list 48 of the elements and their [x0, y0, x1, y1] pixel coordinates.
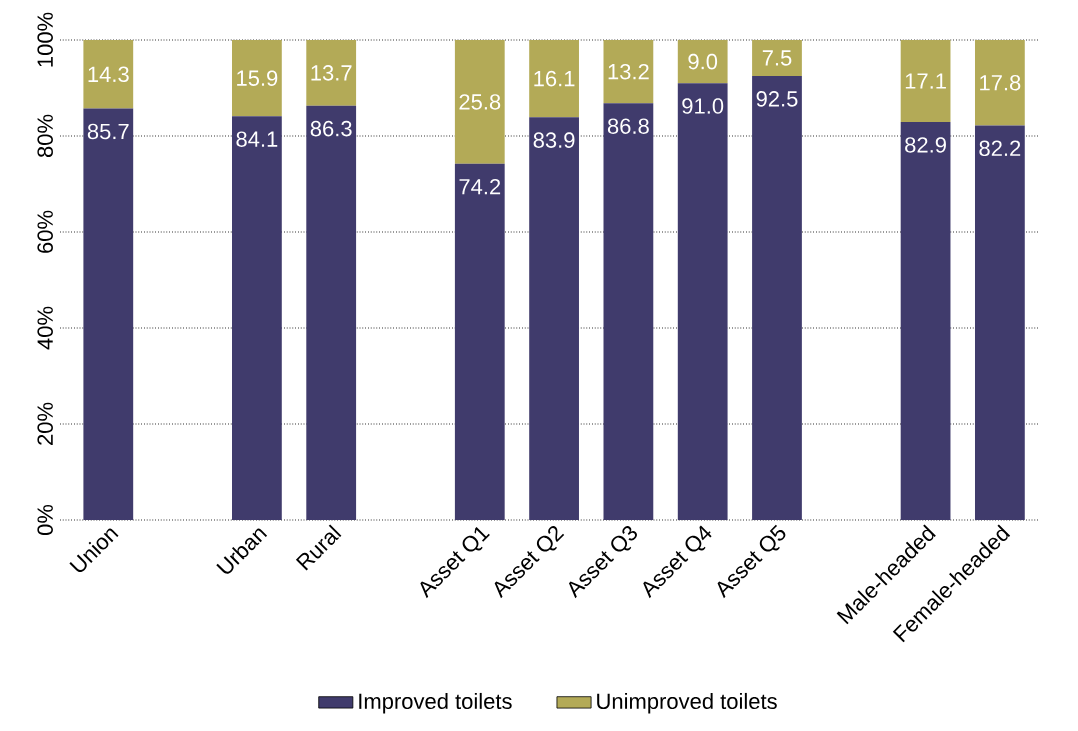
- bar: [454, 163, 505, 520]
- data-label: 74.2: [459, 178, 501, 195]
- bar: [232, 39, 282, 117]
- y-tick-label: 80%: [37, 114, 53, 158]
- data-label: 83.9: [533, 132, 575, 148]
- data-label: 16.1: [534, 70, 575, 87]
- y-tick-label: 0%: [37, 504, 53, 536]
- bar: [603, 39, 654, 104]
- bar: [83, 108, 134, 520]
- y-tick-label: 20%: [37, 402, 53, 445]
- bar: [603, 103, 654, 520]
- data-label: 9.0: [688, 53, 718, 70]
- bar: [900, 39, 951, 123]
- data-label: 13.2: [608, 63, 649, 80]
- legend-label: Improved toilets: [359, 692, 512, 714]
- bar: [232, 116, 282, 520]
- data-label: 25.8: [459, 94, 501, 110]
- bar: [752, 39, 802, 76]
- y-tick-label: 100%: [37, 12, 53, 67]
- bar: [529, 39, 579, 118]
- data-label: 82.2: [979, 140, 1021, 157]
- bar: [677, 83, 728, 520]
- data-label: 85.7: [87, 123, 129, 140]
- data-label: 7.5: [762, 50, 792, 66]
- legend-label: Unimproved toilets: [597, 692, 777, 714]
- bar: [306, 105, 357, 520]
- bar: [900, 122, 951, 520]
- data-label: 86.3: [310, 120, 352, 137]
- bar: [752, 75, 802, 520]
- data-label: 84.1: [236, 131, 278, 147]
- data-label: 86.8: [607, 118, 649, 134]
- y-tick-label: 40%: [37, 306, 53, 350]
- data-label: 14.3: [88, 66, 129, 83]
- bar: [83, 39, 134, 109]
- data-label: 15.9: [237, 70, 278, 86]
- bar: [677, 39, 728, 84]
- data-label: 82.9: [905, 137, 946, 153]
- y-tick-label: 60%: [37, 210, 53, 253]
- data-label: 17.1: [905, 73, 946, 89]
- data-label: 17.8: [980, 74, 1021, 91]
- data-label: 91.0: [682, 98, 724, 114]
- data-label: 13.7: [311, 65, 352, 81]
- data-label: 92.5: [756, 91, 798, 107]
- bar: [529, 117, 579, 520]
- bar: [974, 39, 1025, 126]
- bar: [454, 39, 505, 164]
- bar: [306, 39, 357, 106]
- bar: [974, 125, 1025, 520]
